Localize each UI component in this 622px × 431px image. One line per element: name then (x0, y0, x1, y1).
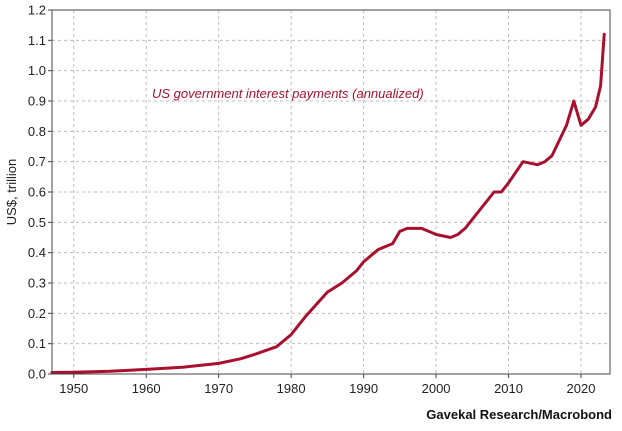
tick-layer (48, 9, 582, 378)
y-tick-label: 0.5 (28, 215, 46, 230)
x-tick-label: 2020 (567, 381, 596, 396)
y-tick-label: 1.2 (28, 3, 46, 18)
x-tick-label: 1990 (349, 381, 378, 396)
y-tick-label: 0.7 (28, 154, 46, 169)
grid-layer (52, 10, 610, 374)
y-tick-label: 0.9 (28, 94, 46, 109)
y-tick-label: 0.8 (28, 124, 46, 139)
x-tick-label: 2000 (422, 381, 451, 396)
y-tick-label: 0.6 (28, 185, 46, 200)
series-annotation: US government interest payments (annuali… (152, 86, 424, 101)
x-tick-label: 2010 (494, 381, 523, 396)
x-tick-label: 1980 (277, 381, 306, 396)
x-tick-label: 1960 (132, 381, 161, 396)
interest-payments-line (50, 32, 606, 374)
y-tick-label: 0.2 (28, 306, 46, 321)
label-layer: 0.0 0.1 0.2 0.3 0.4 0.5 0.6 0.7 0.8 0.9 1.0 1.1 1.2 1… (28, 3, 596, 397)
y-tick-label: 0.4 (28, 245, 46, 260)
source-credit: Gavekal Research/Macrobond (426, 407, 612, 422)
y-tick-label: 1.1 (28, 33, 46, 48)
y-tick-label: 0.0 (28, 367, 46, 382)
y-tick-label: 0.1 (28, 336, 46, 351)
y-tick-label: 0.3 (28, 276, 46, 291)
y-tick-label: 1.0 (28, 63, 46, 78)
y-axis-label: US$, trillion (4, 159, 19, 225)
x-tick-label: 1950 (59, 381, 88, 396)
series-layer (50, 32, 606, 374)
x-tick-label: 1970 (204, 381, 233, 396)
